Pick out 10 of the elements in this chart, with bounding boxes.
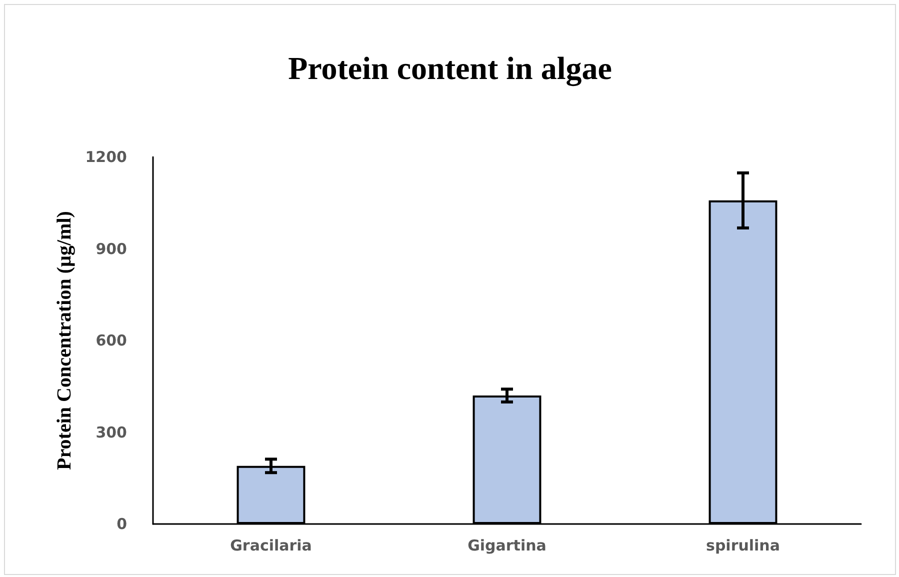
y-axis-title: Protein Concentration (µg/ml) — [53, 211, 76, 470]
y-tick-label: 600 — [96, 332, 127, 350]
x-tick-label: Gracilaria — [230, 536, 312, 554]
y-tick-label: 0 — [116, 515, 127, 533]
x-tick-label: spirulina — [706, 536, 780, 554]
chart-title: Protein content in algae — [288, 50, 612, 87]
y-tick-label: 300 — [96, 423, 127, 442]
y-tick-label: 1200 — [85, 148, 127, 166]
y-tick-label: 900 — [96, 240, 127, 258]
x-tick-label: Gigartina — [468, 536, 546, 554]
